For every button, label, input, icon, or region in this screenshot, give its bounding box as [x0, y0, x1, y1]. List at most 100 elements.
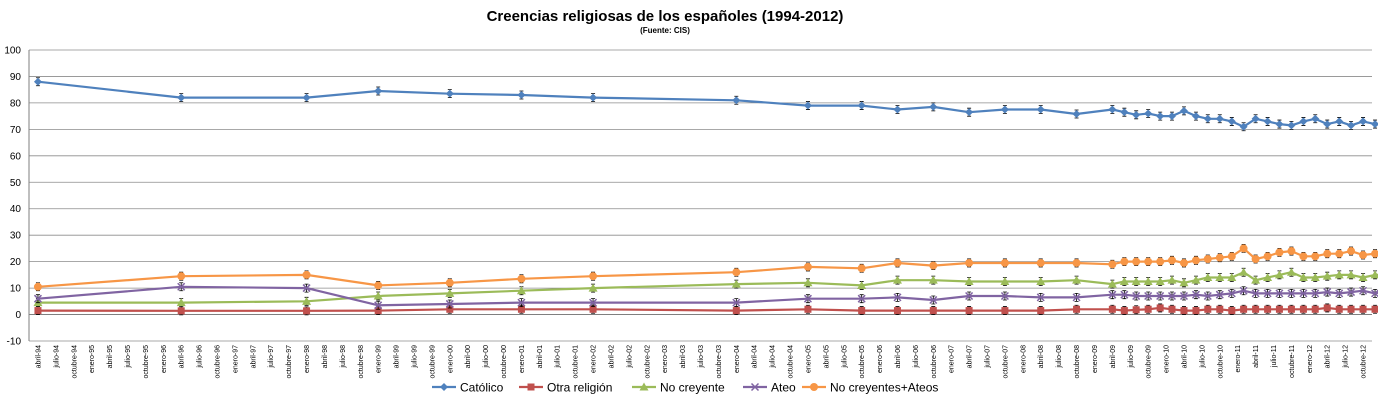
- data-point-catolico: [803, 101, 812, 110]
- x-tick-label: octubre-00: [501, 345, 508, 379]
- legend-item-no-creyentes-ateos: No creyentes+Ateos: [802, 381, 938, 395]
- x-tick-label: abril-05: [823, 345, 830, 368]
- x-tick-label: abril-10: [1181, 345, 1188, 368]
- x-tick-label: abril-08: [1038, 345, 1045, 368]
- x-tick-label: julio-94: [53, 345, 60, 369]
- data-point-no-creyente: [1239, 267, 1249, 276]
- data-point-otra-religion: [374, 307, 382, 315]
- x-tick-label: abril-02: [608, 345, 615, 368]
- x-tick-label: enero-11: [1235, 345, 1242, 373]
- legend-label: Otra religión: [547, 381, 612, 395]
- data-point-otra-religion: [1287, 305, 1295, 313]
- x-tick-label: julio-95: [125, 345, 132, 369]
- legend-item-no-creyente: No creyente: [632, 381, 725, 395]
- data-point-ateo: [1323, 288, 1332, 297]
- data-point-no-creyentes-ateos: [965, 258, 974, 267]
- data-point-no-creyentes-ateos: [33, 282, 42, 291]
- data-point-ateo: [517, 298, 526, 307]
- data-point-no-creyente: [1334, 270, 1344, 279]
- y-axis-ticks: -10 0 10 20 30 40 50 60 70 80 90 100: [4, 46, 21, 348]
- data-point-ateo: [1156, 291, 1165, 301]
- data-point-catolico: [1371, 120, 1378, 129]
- data-point-catolico: [589, 93, 598, 102]
- data-point-no-creyentes-ateos: [732, 268, 741, 277]
- data-point-otra-religion: [965, 307, 973, 315]
- series-catolico: [33, 77, 1378, 132]
- data-point-no-creyente: [857, 280, 867, 289]
- data-point-no-creyentes-ateos: [1132, 257, 1141, 266]
- data-point-otra-religion: [1204, 305, 1212, 313]
- legend-item-otra-religion: Otra religión: [519, 381, 612, 395]
- y-tick-label: 60: [10, 151, 22, 162]
- x-tick-label: julio-12: [1343, 345, 1350, 369]
- data-point-otra-religion: [858, 307, 866, 315]
- data-point-no-creyente: [302, 296, 312, 305]
- y-tick-label: 30: [10, 231, 22, 242]
- x-tick-label: julio-02: [626, 345, 633, 369]
- x-tick-label: abril-97: [250, 345, 257, 368]
- data-point-otra-religion: [1252, 305, 1260, 313]
- data-point-otra-religion: [1323, 304, 1331, 312]
- data-point-ateo: [1072, 293, 1081, 302]
- x-tick-label: enero-01: [519, 345, 526, 373]
- x-tick-label: octubre-02: [644, 345, 651, 379]
- data-point-no-creyentes-ateos: [1239, 244, 1248, 253]
- data-point-catolico: [1347, 121, 1356, 130]
- data-point-no-creyentes-ateos: [1359, 251, 1368, 260]
- data-point-catolico: [1167, 112, 1176, 121]
- y-tick-label: -10: [7, 337, 22, 348]
- data-point-catolico: [1335, 117, 1344, 126]
- data-point-no-creyentes-ateos: [1335, 249, 1344, 258]
- data-point-ateo: [1287, 289, 1296, 298]
- data-point-otra-religion: [1073, 305, 1081, 313]
- data-point-no-creyente: [1298, 273, 1308, 282]
- data-point-no-creyentes-ateos: [1311, 252, 1320, 261]
- x-tick-label: abril-03: [680, 345, 687, 368]
- data-point-no-creyentes-ateos: [1072, 258, 1081, 267]
- data-point-ateo: [1191, 290, 1201, 299]
- data-point-no-creyentes-ateos: [1156, 257, 1165, 266]
- y-tick-label: 70: [10, 125, 22, 136]
- x-tick-label: enero-09: [1092, 345, 1099, 373]
- data-point-catolico: [1072, 110, 1081, 119]
- data-point-ateo: [445, 299, 454, 308]
- data-point-no-creyente: [1346, 270, 1356, 279]
- series-otra-religion: [34, 303, 1378, 316]
- data-point-no-creyentes-ateos: [1287, 247, 1296, 256]
- data-point-no-creyente: [964, 276, 974, 285]
- data-point-otra-religion: [1216, 305, 1224, 313]
- x-tick-label: julio-99: [411, 345, 418, 369]
- data-point-ateo: [1251, 289, 1260, 298]
- data-point-no-creyentes-ateos: [445, 278, 454, 287]
- data-point-catolico: [302, 93, 311, 102]
- x-tick-label: julio-04: [770, 345, 777, 369]
- data-point-otra-religion: [1335, 305, 1343, 313]
- data-point-no-creyente: [1358, 273, 1368, 282]
- data-point-no-creyentes-ateos: [1227, 252, 1236, 261]
- x-tick-label: enero-04: [734, 345, 741, 373]
- data-point-otra-religion: [1264, 305, 1272, 313]
- data-point-no-creyente: [1251, 275, 1261, 284]
- data-point-catolico: [1132, 110, 1141, 119]
- x-tick-label: octubre-01: [573, 345, 580, 379]
- legend-marker: [639, 382, 649, 391]
- data-point-otra-religion: [1168, 305, 1176, 313]
- data-point-no-creyente: [1179, 278, 1189, 287]
- data-point-catolico: [1299, 117, 1308, 126]
- data-point-catolico: [1144, 109, 1153, 118]
- x-tick-label: abril-95: [107, 345, 114, 368]
- legend-label: Católico: [460, 381, 504, 395]
- data-point-catolico: [1239, 122, 1248, 131]
- x-tick-label: enero-12: [1307, 345, 1314, 373]
- chart-subtitle: (Fuente: CIS): [640, 26, 690, 35]
- y-tick-label: 10: [10, 284, 22, 295]
- series-no-creyentes-ateos: [33, 244, 1378, 292]
- data-point-no-creyente: [1263, 273, 1273, 282]
- series-line-catolico: [37, 80, 1378, 128]
- data-point-no-creyente: [1227, 273, 1237, 282]
- data-point-catolico: [1227, 117, 1236, 126]
- x-tick-label: octubre-94: [71, 345, 78, 379]
- data-point-catolico: [445, 89, 454, 98]
- data-point-otra-religion: [1132, 306, 1140, 314]
- series-line-no-creyentes-ateos: [37, 247, 1378, 288]
